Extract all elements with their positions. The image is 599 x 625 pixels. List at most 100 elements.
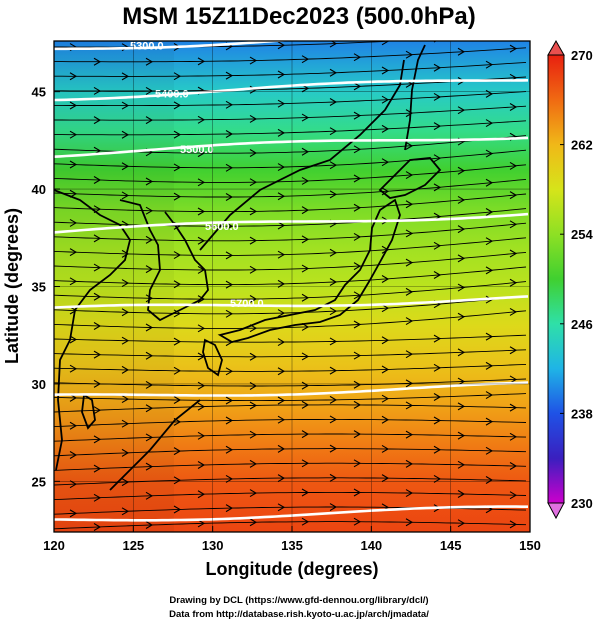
- wind-arrowhead: [381, 474, 390, 483]
- wind-arrowhead: [509, 249, 518, 258]
- wind-arrowhead: [69, 218, 78, 227]
- wind-arrowhead: [405, 379, 414, 388]
- wind-arrowhead: [433, 363, 442, 372]
- height-contour: [54, 295, 529, 309]
- wind-arrowhead: [301, 147, 310, 156]
- wind-arrowhead: [457, 195, 466, 204]
- wind-arrowhead: [433, 63, 442, 72]
- height-contour: [54, 136, 529, 158]
- wind-arrowhead: [329, 395, 338, 404]
- wind-arrowhead: [69, 480, 78, 489]
- wind-arrowhead: [457, 283, 466, 292]
- lat-lon-grid: [54, 41, 530, 532]
- wind-arrowhead: [301, 293, 310, 302]
- wind-arrowhead: [69, 509, 78, 518]
- wind-arrowhead: [301, 113, 310, 122]
- wind-arrowhead: [301, 352, 310, 361]
- colorbar-tick-label: 246: [571, 317, 593, 332]
- wind-arrowhead: [121, 448, 130, 457]
- wind-arrowhead: [509, 520, 518, 529]
- height-contour: [54, 212, 529, 234]
- wind-arrowhead: [121, 162, 130, 171]
- wind-arrowhead: [173, 101, 182, 110]
- wind-arrowhead: [329, 503, 338, 512]
- wind-arrowhead: [197, 519, 206, 528]
- wind-arrowhead: [249, 401, 258, 410]
- wind-arrowhead: [121, 365, 130, 374]
- wind-arrowhead: [433, 445, 442, 454]
- streamline: [54, 47, 527, 63]
- wind-arrowhead: [121, 101, 130, 110]
- wind-arrowhead: [197, 57, 206, 66]
- wind-arrowhead: [433, 241, 442, 250]
- wind-arrowhead: [173, 72, 182, 81]
- wind-arrowhead: [329, 68, 338, 77]
- wind-arrowhead: [485, 391, 494, 400]
- wind-arrowhead: [145, 380, 154, 389]
- wind-arrowhead: [197, 402, 206, 411]
- wind-arrowhead: [405, 459, 414, 468]
- wind-arrowhead: [93, 435, 102, 444]
- wind-arrowhead: [329, 444, 338, 453]
- wind-arrowhead: [485, 332, 494, 341]
- wind-arrowhead: [121, 507, 130, 516]
- wind-arrowhead: [433, 393, 442, 402]
- wind-arrowhead: [69, 335, 78, 344]
- wind-arrowhead: [69, 421, 78, 430]
- wind-arrowhead: [485, 208, 494, 216]
- wind-arrowhead: [277, 367, 286, 376]
- wind-arrowhead: [93, 234, 102, 243]
- wind-arrowhead: [145, 433, 154, 442]
- wind-arrowhead: [329, 366, 338, 375]
- wind-arrowhead: [93, 523, 102, 531]
- wind-arrowhead: [277, 99, 286, 108]
- wind-arrowhead: [433, 154, 442, 163]
- x-axis: 120 125 130 135 140 145 150: [43, 526, 541, 553]
- wind-arrowhead: [301, 430, 310, 439]
- wind-arrowhead: [277, 474, 286, 483]
- wind-arrowhead: [277, 70, 286, 79]
- wind-arrowhead: [69, 101, 78, 110]
- wind-arrowhead: [249, 430, 258, 439]
- contour-label: 5500.0: [180, 144, 214, 156]
- coastline-hokkaido: [378, 157, 442, 199]
- wind-arrowhead: [486, 32, 492, 39]
- wind-arrowhead: [353, 145, 362, 154]
- wind-arrowhead: [197, 490, 206, 499]
- wind-arrowhead: [353, 400, 362, 409]
- contour-label: 5600.0: [205, 221, 239, 233]
- wind-arrowhead: [405, 317, 414, 326]
- credit-data: Data from http://database.rish.kyoto-u.a…: [169, 609, 429, 620]
- wind-arrowhead: [329, 278, 338, 286]
- colorbar-tick-label: 238: [571, 406, 593, 421]
- wind-arrowhead: [433, 183, 442, 192]
- wind-arrowhead: [93, 263, 102, 272]
- wind-arrowhead: [277, 444, 286, 453]
- wind-arrowhead: [69, 160, 78, 169]
- wind-arrowhead: [381, 245, 390, 254]
- wind-arrowhead: [457, 348, 466, 357]
- wind-arrowhead: [249, 236, 258, 245]
- wind-arrowhead: [197, 115, 206, 124]
- streamline: [54, 393, 527, 402]
- streamline: [54, 349, 527, 358]
- wind-arrowhead: [457, 460, 466, 469]
- wind-arrowhead: [225, 222, 234, 231]
- x-tick-label: 145: [440, 538, 462, 553]
- wind-arrowhead: [485, 266, 494, 275]
- wind-arrowhead: [121, 249, 130, 258]
- wind-arrowhead: [277, 415, 286, 424]
- wind-arrowhead: [485, 119, 494, 128]
- x-tick-label: 135: [281, 538, 303, 553]
- streamline: [54, 105, 527, 121]
- wind-arrowhead: [509, 278, 518, 287]
- wind-arrowhead: [173, 396, 182, 404]
- wind-arrowhead: [197, 295, 206, 304]
- y-axis: 25 30 35 40 45: [32, 85, 60, 489]
- wind-arrowhead: [485, 237, 494, 246]
- wind-arrowhead: [457, 166, 466, 175]
- colorbar-min-arrow: [547, 502, 565, 520]
- wind-arrowhead: [485, 178, 494, 187]
- wind-arrowhead: [145, 404, 154, 413]
- wind-arrowhead: [225, 130, 234, 138]
